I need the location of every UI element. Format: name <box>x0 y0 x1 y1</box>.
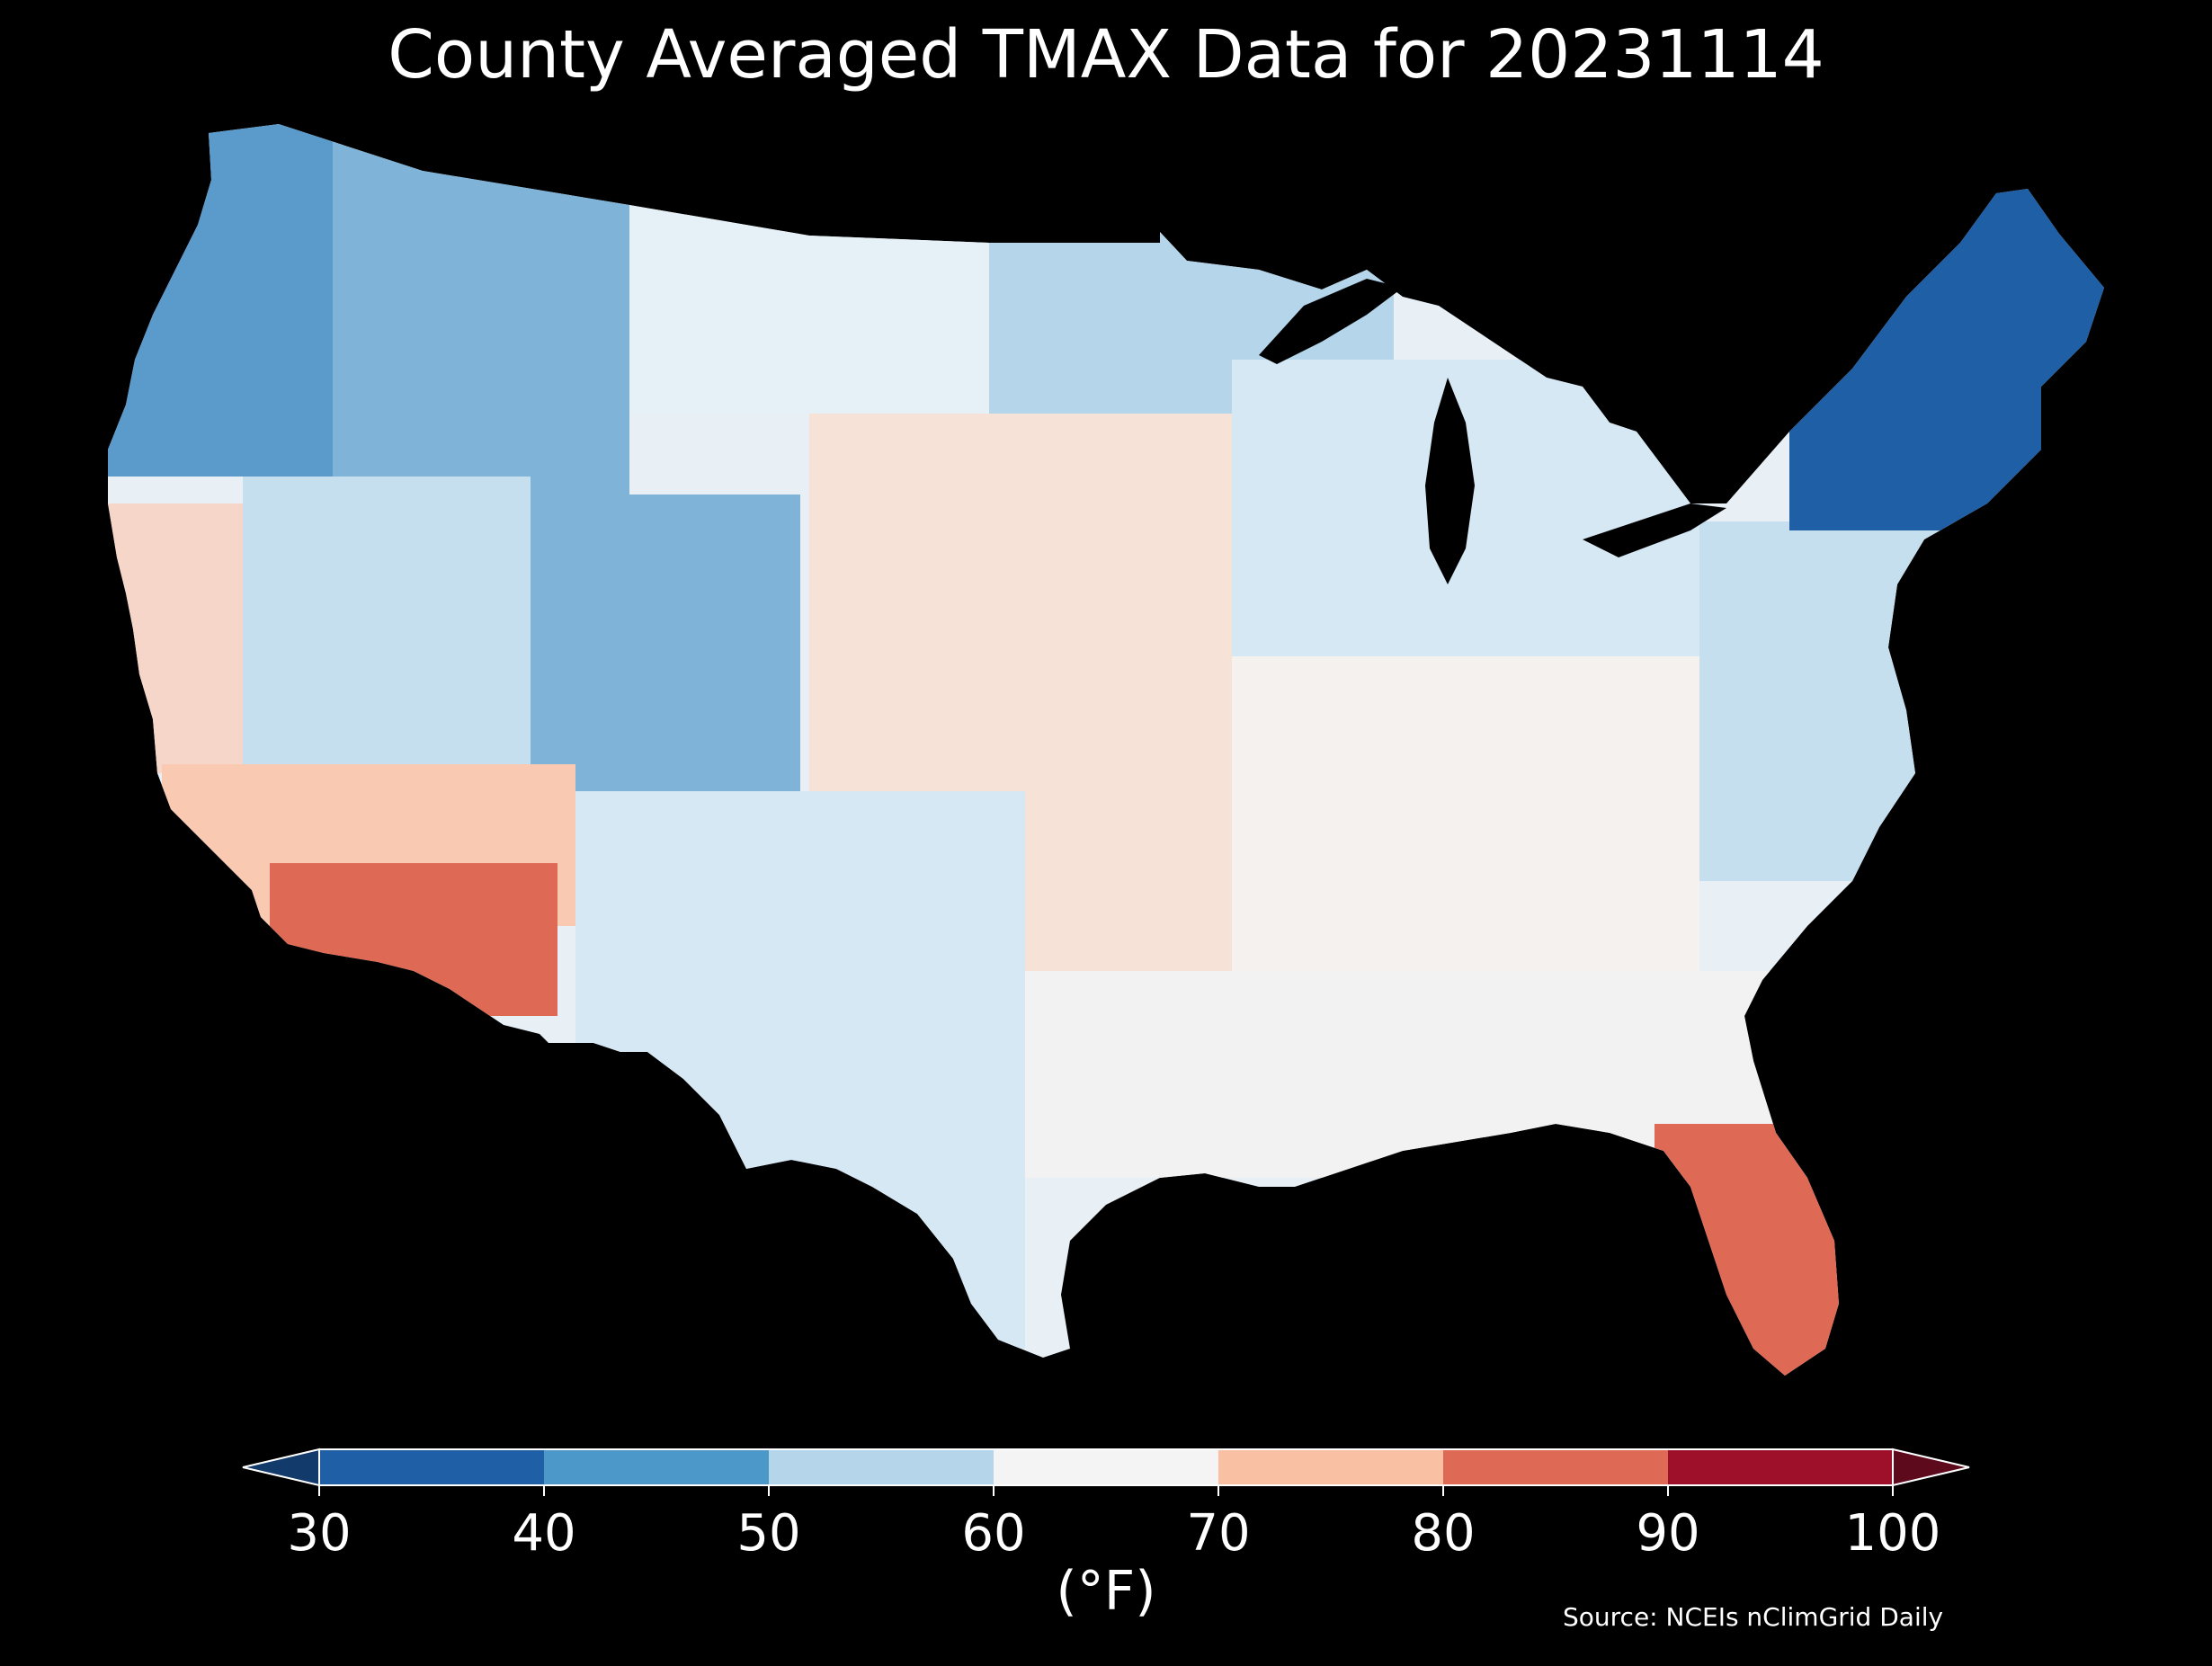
colorbar-unit-label: (°F) <box>1056 1560 1156 1623</box>
colorbar-tick-label: 50 <box>736 1504 800 1563</box>
region-pacific-northwest <box>108 124 333 477</box>
colorbar-tick-label: 30 <box>287 1504 351 1563</box>
region-colorado-rockies <box>531 494 800 791</box>
region-new-england <box>1789 180 2104 530</box>
colorbar-tick-label: 70 <box>1186 1504 1250 1563</box>
colorbar-tick-label: 90 <box>1636 1504 1699 1563</box>
lake-erie-ontario <box>1583 503 1726 557</box>
region-california-coast <box>108 503 243 773</box>
colorbar-over-arrow <box>1892 1448 1970 1487</box>
colorbar-bin-60-70 <box>994 1449 1218 1485</box>
colorbar-bin-30-40 <box>319 1449 544 1485</box>
colorbar-bin-80-90 <box>1443 1449 1668 1485</box>
colorbar-bin-70-80 <box>1218 1449 1443 1485</box>
colorbar-under-arrow <box>242 1448 320 1487</box>
temperature-regions <box>108 124 2104 1376</box>
colorbar-bin-40-50 <box>544 1449 769 1485</box>
colorbar-tick-label: 40 <box>512 1504 575 1563</box>
region-mid-atlantic <box>1699 521 1969 881</box>
colorbar-frame <box>318 1448 1894 1486</box>
colorbar-tick-label: 100 <box>1845 1504 1941 1563</box>
colorbar-bin-50-60 <box>769 1449 994 1485</box>
map-title: County Averaged TMAX Data for 20231114 <box>388 16 1824 94</box>
region-great-basin <box>243 477 531 764</box>
colorbar-bin-90-100 <box>1668 1449 1893 1485</box>
colorbar-ticks: 30 40 50 60 70 80 90 100 <box>287 1485 1940 1563</box>
lake-superior <box>1259 279 1403 364</box>
region-arizona-low-desert <box>270 863 557 1016</box>
region-texas <box>575 791 1025 1349</box>
source-note: Source: NCEIs nClimGrid Daily <box>1563 1602 1944 1632</box>
region-northern-rockies <box>333 124 629 494</box>
colorbar-tick-label: 60 <box>961 1504 1025 1563</box>
great-lakes-water <box>1259 279 1726 584</box>
region-ohio-valley <box>1232 656 1699 998</box>
lake-michigan <box>1425 378 1475 584</box>
colorbar <box>242 1448 1970 1487</box>
colorbar-tick-label: 80 <box>1411 1504 1475 1563</box>
region-florida <box>1655 1124 1852 1376</box>
